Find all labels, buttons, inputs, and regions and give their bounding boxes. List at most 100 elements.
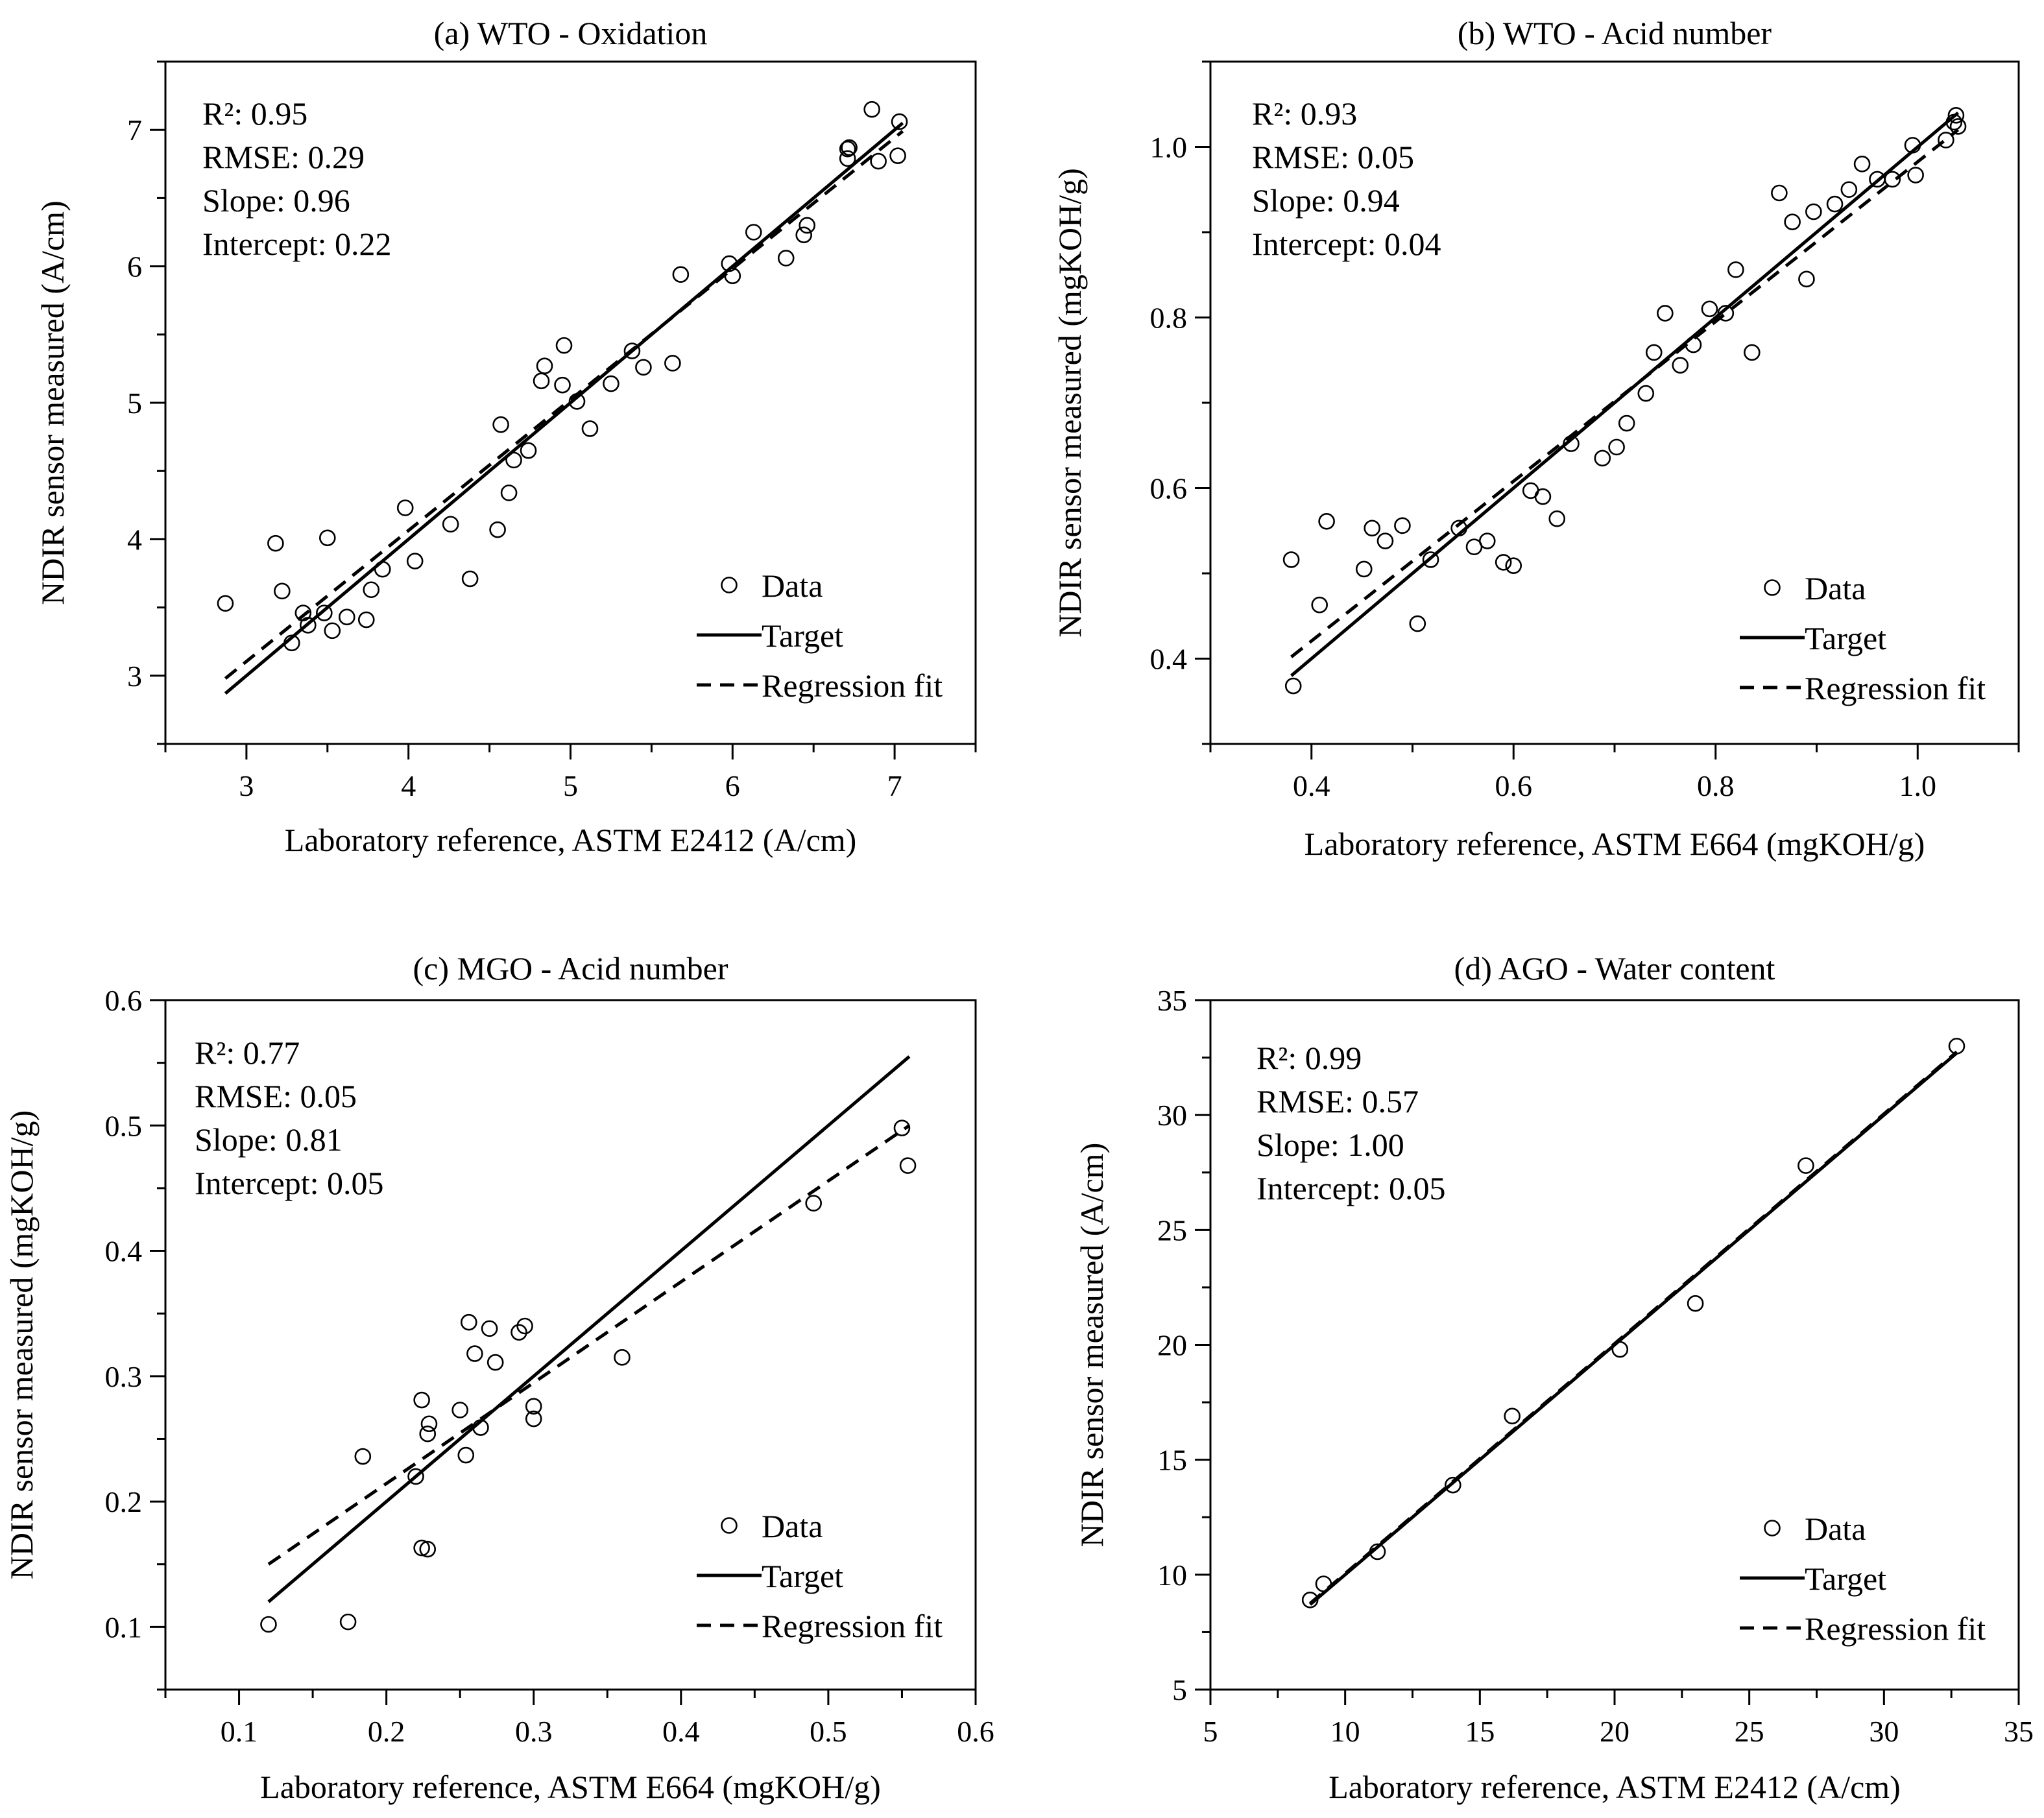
data-point <box>554 376 571 394</box>
data-point <box>363 581 380 599</box>
data-point <box>1355 560 1373 578</box>
data-point <box>457 1446 475 1464</box>
data-point <box>1805 203 1822 221</box>
x-tick-label: 7 <box>887 769 902 802</box>
stats-line: RMSE: 0.05 <box>1252 139 1414 175</box>
data-point <box>1495 554 1512 571</box>
data-point <box>745 224 762 241</box>
data-point <box>396 499 414 516</box>
data-point <box>461 570 479 588</box>
stats-line: Slope: 1.00 <box>1256 1127 1404 1163</box>
data-point <box>1717 305 1735 322</box>
data-point <box>1798 270 1815 288</box>
data-point <box>283 634 300 652</box>
data-point <box>672 266 690 283</box>
x-axis-label: Laboratory reference, ASTM E2412 (A/cm) <box>1329 1769 1901 1805</box>
stats-line: R²: 0.77 <box>195 1035 300 1071</box>
chart-title: (b) WTO - Acid number <box>1458 15 1772 51</box>
y-tick-label: 15 <box>1157 1444 1187 1477</box>
data-point <box>1884 171 1901 188</box>
target-line <box>267 1055 911 1603</box>
data-point <box>1826 195 1844 213</box>
legend-label-data: Data <box>762 1508 823 1544</box>
data-point <box>316 604 333 621</box>
data-point <box>1727 261 1744 278</box>
data-point <box>1301 1592 1319 1609</box>
x-tick-label: 25 <box>1735 1715 1764 1748</box>
data-point <box>413 1539 430 1557</box>
stats-line: RMSE: 0.57 <box>1256 1083 1419 1119</box>
y-tick-label: 0.5 <box>105 1109 143 1142</box>
data-point <box>1445 1476 1461 1494</box>
x-tick-label: 15 <box>1465 1715 1495 1748</box>
data-point <box>1548 510 1566 527</box>
data-point <box>1394 517 1411 534</box>
data-point <box>1450 520 1467 537</box>
y-tick-label: 20 <box>1157 1329 1187 1362</box>
stats-line: Intercept: 0.22 <box>202 226 392 262</box>
data-point <box>799 217 816 234</box>
x-tick-label: 5 <box>1203 1715 1218 1748</box>
legend-label-regression-fit: Regression fit <box>762 667 943 704</box>
data-point <box>1563 435 1580 452</box>
y-tick-label: 0.1 <box>105 1610 143 1644</box>
data-point <box>1947 107 1965 124</box>
y-tick-label: 1.0 <box>1150 131 1188 164</box>
data-point <box>1949 118 1967 135</box>
target-line <box>224 121 904 695</box>
x-tick-label: 0.4 <box>662 1715 700 1748</box>
data-point <box>339 1613 357 1631</box>
x-tick-label: 6 <box>725 769 740 802</box>
data-point <box>899 1157 917 1174</box>
data-point <box>603 375 619 392</box>
data-point <box>1771 184 1788 202</box>
data-point <box>511 1324 527 1341</box>
stats-line: R²: 0.93 <box>1252 95 1357 132</box>
data-point <box>839 150 856 167</box>
x-tick-label: 0.2 <box>368 1715 405 1748</box>
legend-label-regression-fit: Regression fit <box>1805 1610 1986 1647</box>
data-point <box>489 521 506 538</box>
data-point <box>1701 300 1718 318</box>
chart-panel-c: (c) MGO - Acid number 0.1 0.2 0.3 0.4 0.5 0.6 0… <box>3 950 994 1805</box>
y-tick-label: 3 <box>127 660 142 693</box>
data-point <box>324 622 341 640</box>
data-point <box>1369 1543 1386 1561</box>
legend-marker-data <box>1764 579 1781 596</box>
data-point <box>1853 156 1871 173</box>
data-point <box>1938 132 1954 149</box>
data-point <box>420 1415 438 1433</box>
data-point <box>795 226 813 244</box>
y-axis-label: NDIR sensor measured (A/cm) <box>1074 1143 1110 1547</box>
regression-fit-line <box>1290 128 1960 658</box>
data-point <box>1608 438 1625 456</box>
stats-line: RMSE: 0.05 <box>195 1078 357 1114</box>
data-point <box>442 516 459 533</box>
data-point <box>1282 551 1300 568</box>
data-point <box>1784 213 1801 231</box>
data-point <box>419 1425 437 1442</box>
chart-panel-a: (a) WTO - Oxidation 3 4 5 6 7 3 4 5 6 7 Laboratory … <box>34 15 977 858</box>
data-point <box>516 1317 533 1335</box>
x-tick-label: 0.6 <box>1495 769 1533 802</box>
data-point <box>451 1402 468 1418</box>
data-point <box>374 560 391 578</box>
x-axis-label: Laboratory reference, ASTM E664 (mgKOH/g… <box>260 1769 881 1805</box>
y-axis-label: NDIR sensor measured (mgKOH/g) <box>1052 168 1088 637</box>
data-point <box>863 101 880 118</box>
data-point <box>461 1313 477 1331</box>
data-point <box>1840 181 1858 198</box>
regression-fit-line <box>1309 1050 1958 1605</box>
y-tick-label: 25 <box>1157 1214 1187 1247</box>
y-tick-label: 4 <box>127 523 142 556</box>
data-point <box>1948 1038 1966 1055</box>
data-point <box>500 484 518 501</box>
data-point <box>1685 336 1702 353</box>
y-axis-label: NDIR sensor measured (mgKOH/g) <box>3 1110 40 1579</box>
stats-line: RMSE: 0.29 <box>202 139 365 175</box>
data-point <box>1907 167 1924 184</box>
data-point <box>1744 344 1761 361</box>
data-point <box>217 595 234 612</box>
